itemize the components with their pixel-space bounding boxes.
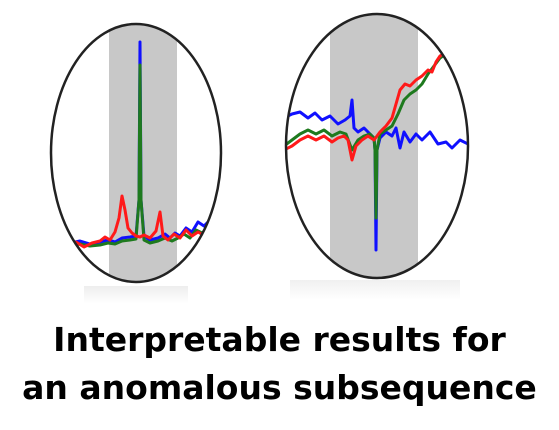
caption-line-1: Interpretable results for — [53, 320, 506, 359]
caption-line-2: an anomalous subsequence — [22, 368, 537, 407]
right-zoom-outline — [284, 12, 470, 280]
left-zoom-outline — [49, 22, 223, 284]
series-green — [59, 63, 216, 248]
left-zoom-panel — [49, 22, 223, 284]
highlight-band — [109, 24, 177, 282]
panel-shadow — [290, 280, 460, 300]
zoomed-anomaly-figure — [49, 12, 470, 304]
right-zoom-panel — [284, 12, 470, 280]
series-red — [286, 46, 453, 162]
series-red — [59, 194, 213, 249]
panel-shadow — [84, 286, 188, 304]
figure-caption: Interpretable results for an anomalous s… — [0, 316, 559, 412]
series-green — [286, 48, 453, 220]
